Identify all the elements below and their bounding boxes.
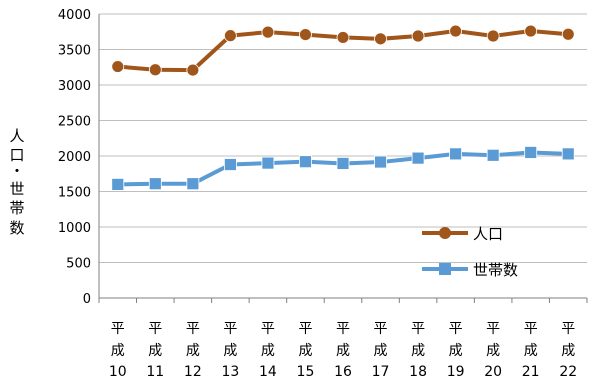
data-point — [111, 60, 125, 73]
y-axis-title-char: ・ — [9, 162, 24, 180]
x-tick-label: 平 — [449, 321, 463, 337]
x-tick-label: 17 — [372, 364, 390, 380]
legend-swatch-marker — [439, 227, 451, 239]
data-point — [223, 158, 237, 171]
x-tick-label: 18 — [409, 364, 427, 380]
x-tick-label: 22 — [559, 364, 577, 380]
y-tick-label: 2500 — [58, 115, 91, 130]
x-tick-label: 成 — [449, 343, 463, 359]
data-point — [148, 177, 162, 191]
legend-label: 人口 — [473, 225, 503, 243]
data-point — [374, 155, 387, 169]
x-tick-label: 成 — [261, 343, 275, 359]
data-point — [561, 147, 575, 161]
data-point — [524, 24, 538, 38]
x-tick-label: 平 — [148, 321, 162, 337]
y-axis-title-char: 帯 — [9, 199, 24, 217]
data-point — [223, 29, 237, 43]
x-tick-label: 平 — [411, 321, 425, 337]
x-tick-label: 成 — [411, 343, 425, 359]
data-point — [449, 147, 463, 161]
data-point — [261, 156, 275, 170]
x-tick-label: 平 — [374, 321, 388, 337]
x-tick-label: 成 — [561, 343, 575, 359]
legend-swatch-marker — [439, 263, 451, 275]
x-tick-label: 13 — [221, 364, 239, 380]
x-tick-label: 20 — [484, 364, 502, 380]
data-point — [261, 25, 275, 39]
x-tick-label: 平 — [561, 321, 575, 337]
x-tick-label: 平 — [186, 321, 200, 337]
y-axis-title: 人口・世帯数 — [9, 127, 24, 237]
x-tick-label: 10 — [109, 364, 127, 380]
y-axis-title-char: 人 — [9, 127, 24, 145]
data-point — [449, 24, 463, 38]
y-tick-label: 4000 — [58, 8, 91, 23]
x-tick-label: 平 — [298, 321, 312, 337]
x-tick-label: 成 — [524, 343, 538, 359]
series — [111, 24, 575, 191]
x-tick-label: 成 — [223, 343, 237, 359]
data-point — [561, 27, 575, 41]
data-point — [299, 155, 312, 169]
x-tick-label: 平 — [111, 321, 125, 337]
x-tick-label: 平 — [223, 321, 237, 337]
x-tick-label: 16 — [334, 364, 352, 380]
y-tick-label: 0 — [83, 292, 91, 307]
data-point — [336, 31, 350, 44]
x-tick-label: 平 — [524, 321, 538, 337]
y-axis-title-char: 口 — [9, 146, 24, 164]
data-point — [148, 63, 162, 77]
data-point — [486, 148, 500, 162]
y-tick-label: 2000 — [58, 150, 91, 165]
y-tick-label: 1500 — [58, 186, 91, 201]
x-tick-label: 21 — [522, 364, 540, 380]
legend-label: 世帯数 — [473, 261, 518, 279]
x-tick-label: 平 — [336, 321, 350, 337]
y-tick-label: 1000 — [58, 221, 91, 236]
data-point — [486, 29, 500, 43]
y-tick-label: 3000 — [58, 79, 91, 94]
x-tick-label: 11 — [146, 364, 164, 380]
data-point — [524, 146, 538, 159]
data-point — [299, 28, 312, 41]
grid-lines — [99, 13, 587, 263]
data-point — [186, 63, 200, 77]
x-tick-label: 平 — [486, 321, 500, 337]
y-axis-title-char: 数 — [9, 219, 24, 237]
x-tick-label: 成 — [374, 343, 388, 359]
x-tick-label: 成 — [336, 343, 350, 359]
data-point — [186, 177, 200, 191]
x-tick-label: 成 — [298, 343, 312, 359]
x-tick-label: 成 — [186, 343, 200, 359]
data-point — [411, 151, 425, 165]
data-point — [411, 29, 425, 43]
data-point — [111, 177, 125, 191]
y-axis-title-char: 世 — [9, 180, 24, 198]
y-tick-labels: 0 500 1000 1500 2000 2500 3000 3500 4000 — [58, 8, 91, 307]
x-tick-label: 15 — [297, 364, 315, 380]
x-tick-label: 19 — [447, 364, 465, 380]
data-point — [336, 157, 350, 170]
y-tick-label: 3500 — [58, 44, 91, 59]
y-tick-label: 500 — [66, 257, 91, 272]
x-tick-label: 14 — [259, 364, 277, 380]
x-tick-label: 成 — [486, 343, 500, 359]
x-tick-labels: 平成10平成11平成12平成13平成14平成15平成16平成17平成18平成19… — [109, 321, 577, 380]
x-tick-label: 成 — [111, 343, 125, 359]
x-tick-label: 12 — [184, 364, 202, 380]
x-tick-label: 成 — [148, 343, 162, 359]
axes — [98, 14, 588, 303]
x-tick-label: 平 — [261, 321, 275, 337]
data-point — [374, 32, 387, 46]
